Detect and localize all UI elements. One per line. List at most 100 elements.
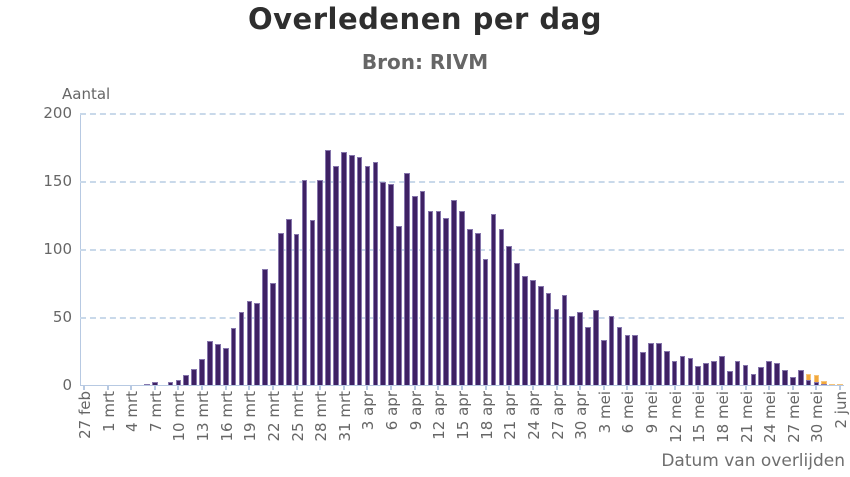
bar-30-mrt[interactable] <box>333 166 339 385</box>
bar-1-mei[interactable] <box>585 326 591 385</box>
bar-orange-29-mei[interactable] <box>805 374 812 380</box>
bar-6-apr[interactable] <box>388 183 394 385</box>
bar-13-mrt[interactable] <box>199 359 205 385</box>
bar-17-apr[interactable] <box>474 232 481 385</box>
chart-title: Overledenen per dag <box>247 2 603 36</box>
bar-27-mrt[interactable] <box>309 220 316 385</box>
bar-13-mei[interactable] <box>679 356 686 385</box>
bar-10-apr[interactable] <box>419 190 426 385</box>
x-tick-15-apr <box>461 386 463 390</box>
bar-19-mei[interactable] <box>726 371 733 385</box>
bar-3-mei[interactable] <box>600 340 607 385</box>
bar-2-apr[interactable] <box>356 156 363 385</box>
y-tick-label-100: 100 <box>43 240 72 258</box>
bar-orange-31-mei[interactable] <box>821 380 828 384</box>
bar-2-mei[interactable] <box>593 310 599 385</box>
bar-31-mrt[interactable] <box>341 152 347 385</box>
bar-5-apr[interactable] <box>380 182 387 385</box>
bar-27-mei[interactable] <box>789 376 796 385</box>
bar-16-apr[interactable] <box>467 228 473 385</box>
bar-17-mei[interactable] <box>711 360 717 385</box>
bar-28-apr[interactable] <box>561 295 568 385</box>
bar-20-mrt[interactable] <box>254 303 261 385</box>
bar-21-mei[interactable] <box>742 364 749 385</box>
bar-22-apr[interactable] <box>514 262 520 385</box>
bar-23-apr[interactable] <box>522 276 528 385</box>
bar-9-apr[interactable] <box>411 195 418 385</box>
bar-14-mrt[interactable] <box>207 341 213 385</box>
bar-16-mei[interactable] <box>703 363 709 385</box>
bar-1-apr[interactable] <box>348 155 355 385</box>
bar-7-mrt[interactable] <box>151 382 158 385</box>
bar-26-mrt[interactable] <box>301 179 308 385</box>
bar-20-apr[interactable] <box>498 228 505 385</box>
bar-7-apr[interactable] <box>396 225 402 385</box>
bar-24-mrt[interactable] <box>285 219 292 385</box>
bar-24-mei[interactable] <box>766 360 772 385</box>
x-tick-27-apr <box>555 386 558 390</box>
bar-25-mei[interactable] <box>774 363 780 385</box>
bar-6-mrt[interactable] <box>144 383 150 385</box>
bar-14-apr[interactable] <box>451 200 457 385</box>
bar-19-apr[interactable] <box>490 213 497 385</box>
bar-21-apr[interactable] <box>506 246 513 385</box>
bar-9-mrt[interactable] <box>167 382 174 385</box>
bar-15-mrt[interactable] <box>214 344 221 385</box>
bar-15-apr[interactable] <box>459 210 465 385</box>
bar-26-apr[interactable] <box>545 292 552 385</box>
bar-orange-2-jun[interactable] <box>837 383 843 385</box>
bar-18-apr[interactable] <box>482 258 489 385</box>
bar-31-mei[interactable] <box>821 383 828 385</box>
bar-10-mrt[interactable] <box>175 379 182 385</box>
bar-21-mrt[interactable] <box>262 269 268 385</box>
bar-4-apr[interactable] <box>372 161 379 385</box>
bar-27-apr[interactable] <box>553 308 560 385</box>
bar-12-mrt[interactable] <box>191 368 198 385</box>
bar-18-mei[interactable] <box>719 356 725 385</box>
bar-30-apr[interactable] <box>577 311 583 385</box>
bar-16-mrt[interactable] <box>222 348 229 385</box>
bar-28-mei[interactable] <box>797 370 804 385</box>
bar-29-mei[interactable] <box>805 379 812 385</box>
bar-3-apr[interactable] <box>364 166 371 385</box>
bar-11-apr[interactable] <box>427 210 434 385</box>
bar-19-mrt[interactable] <box>246 300 253 385</box>
bar-25-apr[interactable] <box>537 285 544 385</box>
bar-25-mrt[interactable] <box>293 234 300 385</box>
bar-17-mrt[interactable] <box>230 327 237 385</box>
bar-28-mrt[interactable] <box>317 179 324 385</box>
bar-18-mrt[interactable] <box>238 311 245 385</box>
bar-11-mei[interactable] <box>663 351 670 385</box>
bar-23-mei[interactable] <box>758 367 765 385</box>
bar-23-mrt[interactable] <box>278 232 284 385</box>
bar-10-mei[interactable] <box>656 342 662 385</box>
bar-22-mei[interactable] <box>750 374 757 385</box>
bar-26-mei[interactable] <box>782 370 788 385</box>
bar-30-mei[interactable] <box>813 382 820 385</box>
bar-12-mei[interactable] <box>671 360 678 385</box>
bar-7-mei[interactable] <box>632 334 639 385</box>
bar-29-apr[interactable] <box>569 315 576 385</box>
bar-20-mei[interactable] <box>734 360 741 385</box>
bar-8-apr[interactable] <box>404 172 410 385</box>
bar-9-mei[interactable] <box>648 342 654 385</box>
bar-22-mrt[interactable] <box>270 283 276 385</box>
bar-15-mei[interactable] <box>695 365 702 385</box>
x-tick-24-apr <box>531 386 534 390</box>
x-tick-1-mrt <box>106 386 109 390</box>
bar-4-mei[interactable] <box>608 315 615 385</box>
bar-29-mrt[interactable] <box>325 149 331 385</box>
bar-12-apr[interactable] <box>435 210 442 385</box>
bar-13-apr[interactable] <box>443 217 450 385</box>
bar-11-mrt[interactable] <box>183 375 190 385</box>
bar-orange-1-jun[interactable] <box>829 383 835 385</box>
x-tick-label-7-mrt: 7 mrt <box>146 391 165 432</box>
bar-orange-30-mei[interactable] <box>813 375 820 383</box>
bar-8-mei[interactable] <box>640 352 646 385</box>
x-tick-label-12-apr: 12 apr <box>430 391 449 440</box>
bar-5-mei[interactable] <box>616 326 623 385</box>
x-tick-21-mei <box>744 386 747 390</box>
bar-6-mei[interactable] <box>624 334 631 385</box>
bar-14-mei[interactable] <box>687 357 694 385</box>
bar-24-apr[interactable] <box>530 280 536 385</box>
